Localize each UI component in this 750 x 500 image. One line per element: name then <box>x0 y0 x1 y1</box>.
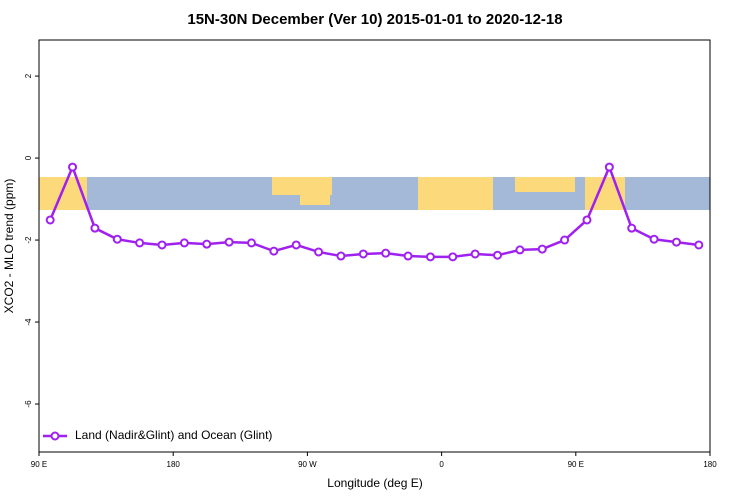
point <box>649 234 659 244</box>
chart-title: 15N-30N December (Ver 10) 2015-01-01 to … <box>187 11 562 28</box>
point <box>671 237 681 247</box>
point <box>604 162 614 172</box>
y-axis-label: XCO2 - MLO trend (ppm) <box>2 179 16 314</box>
point <box>202 239 212 249</box>
point <box>135 238 145 248</box>
point <box>45 215 55 225</box>
point <box>291 240 301 250</box>
y-tick-label: -2 <box>24 236 33 244</box>
point <box>224 237 234 247</box>
y-tick-label: 0 <box>24 155 33 160</box>
plot-frame <box>38 39 711 453</box>
point <box>560 235 570 245</box>
point <box>403 251 413 261</box>
x-tick-label: 0 <box>439 460 444 469</box>
legend-label: Land (Nadir&Glint) and Ocean (Glint) <box>75 428 272 442</box>
point <box>493 250 503 260</box>
point <box>627 223 637 233</box>
point <box>269 246 279 256</box>
point <box>425 252 435 262</box>
point <box>358 249 368 259</box>
point <box>537 244 547 254</box>
y-tick-label: -4 <box>24 318 33 326</box>
x-axis-label: Longitude (deg E) <box>327 476 422 490</box>
point <box>448 252 458 262</box>
x-tick-label: 90 E <box>568 460 584 469</box>
x-tick-label: 180 <box>703 460 717 469</box>
point <box>68 162 78 172</box>
legend-marker <box>50 431 60 441</box>
point <box>336 251 346 261</box>
point <box>515 245 525 255</box>
point <box>90 223 100 233</box>
map-band <box>39 177 710 210</box>
y-tick-label: 2 <box>24 73 33 78</box>
point <box>112 234 122 244</box>
point <box>179 238 189 248</box>
point <box>470 249 480 259</box>
point <box>246 238 256 248</box>
x-tick-label: 90 W <box>298 460 317 469</box>
x-tick-label: 180 <box>167 460 181 469</box>
point <box>314 247 324 257</box>
point <box>381 248 391 258</box>
point <box>157 240 167 250</box>
x-tick-label: 90 E <box>31 460 47 469</box>
point <box>694 240 704 250</box>
point <box>582 215 592 225</box>
y-tick-label: -6 <box>24 400 33 408</box>
